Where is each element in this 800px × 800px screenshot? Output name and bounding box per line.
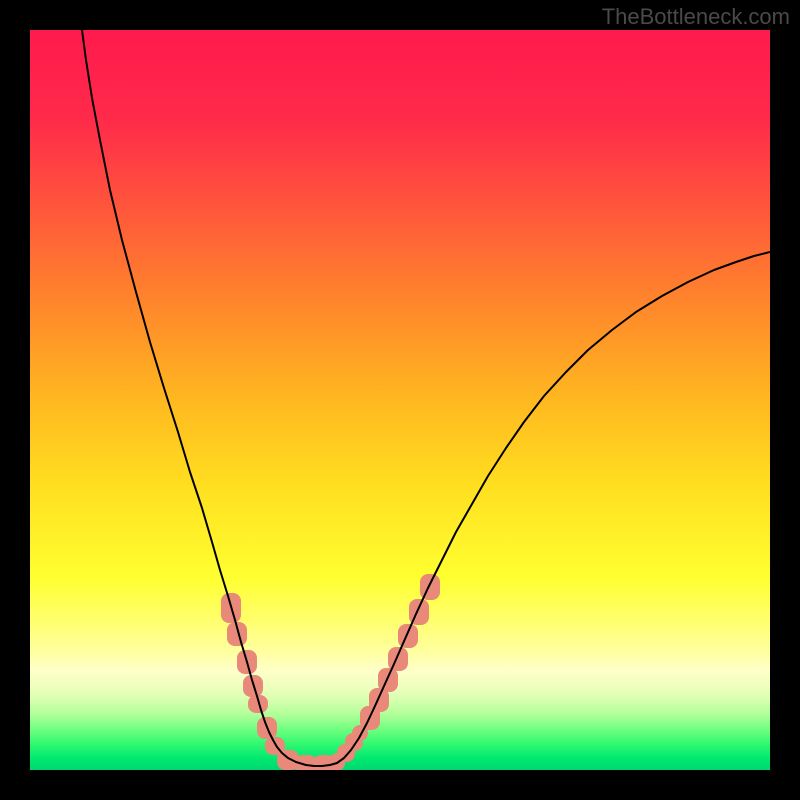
plot-area [30, 30, 770, 770]
data-marker [388, 647, 408, 671]
figure-container: TheBottleneck.com [0, 0, 800, 800]
data-marker [420, 574, 440, 600]
data-marker [378, 668, 398, 692]
bottleneck-chart [30, 30, 770, 770]
data-marker [398, 624, 418, 648]
attribution-label: TheBottleneck.com [602, 4, 790, 30]
